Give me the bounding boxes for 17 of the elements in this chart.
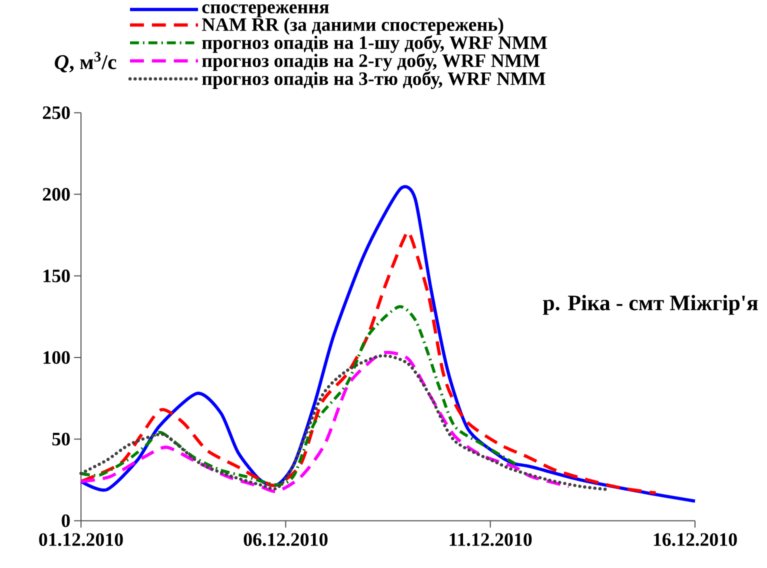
- y-tick-label: 150: [44, 270, 70, 282]
- x-tick-label: 16.12.2010: [654, 533, 737, 546]
- legend-label: спостереження: [202, 4, 329, 18]
- y-tick-label: 50: [52, 432, 70, 446]
- annotation: р. Ріка - смт Міжгір'я: [542, 294, 758, 315]
- y-axis-title: Q, м$^{3}$/с: [54, 52, 116, 72]
- legend-label: прогноз опадів на 1-шу добу, WRF NMM: [202, 35, 548, 53]
- x-tick-label: 06.12.2010: [244, 533, 328, 546]
- y-tick-label: 250: [42, 106, 70, 120]
- x-tick-label: 01.12.2010: [39, 533, 123, 546]
- legend-label: прогноз опадів на 3-тю добу, WRF NMM: [202, 71, 546, 89]
- legend-label: NAM RR (за даними спостережень): [202, 18, 504, 35]
- legend-label: прогноз опадів на 2-гу добу, WRF NMM: [202, 53, 540, 71]
- y-tick-label: 0: [62, 514, 70, 528]
- y-tick-label: 200: [42, 188, 70, 201]
- x-tick-label: 11.12.2010: [450, 533, 532, 546]
- y-tick-label: 100: [44, 351, 70, 364]
